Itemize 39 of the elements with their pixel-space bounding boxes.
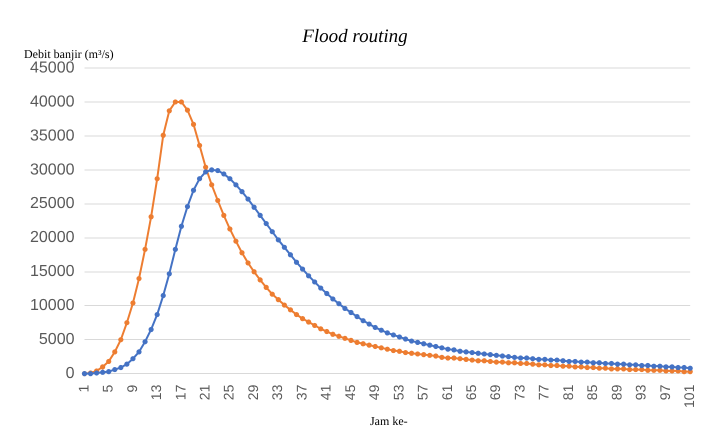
x-tick-label: 89 — [608, 384, 624, 400]
y-axis-title: Debit banjir (m³/s) — [24, 47, 114, 61]
y-tick-label: 45000 — [30, 59, 75, 76]
x-tick-label: 61 — [438, 384, 455, 400]
y-tick-label: 25000 — [30, 195, 75, 212]
x-tick-label: 17 — [172, 384, 188, 400]
x-tick-label: 93 — [632, 384, 649, 400]
y-tick-label: 5000 — [38, 331, 75, 348]
x-tick-label: 65 — [463, 384, 480, 400]
x-tick-label: 77 — [536, 384, 552, 400]
x-axis-title: Jam ke- — [370, 414, 408, 429]
x-tick-label: 97 — [656, 384, 673, 400]
y-tick-label: 40000 — [30, 93, 75, 110]
x-tick-label: 101 — [681, 384, 698, 408]
y-tick-label: 15000 — [30, 263, 75, 280]
y-tick-label: 35000 — [30, 127, 75, 144]
x-tick-label: 21 — [196, 384, 212, 400]
x-tick-label: 37 — [293, 384, 310, 400]
x-tick-label: 13 — [148, 384, 164, 400]
x-tick-label: 1 — [75, 384, 92, 392]
x-tick-label: 73 — [511, 384, 528, 400]
x-tick-label: 85 — [584, 384, 600, 400]
x-tick-label: 33 — [269, 384, 286, 400]
y-tick-label: 10000 — [30, 297, 75, 314]
x-tick-label: 25 — [220, 384, 237, 400]
y-tick-label: 20000 — [30, 229, 75, 246]
x-tick-label: 5 — [100, 384, 116, 392]
x-tick-label: 81 — [560, 384, 576, 400]
x-tick-label: 9 — [124, 384, 140, 392]
x-tick-label: 49 — [366, 384, 382, 400]
x-tick-label: 69 — [487, 384, 504, 400]
chart-title: Flood routing — [301, 26, 409, 48]
x-tick-label: 41 — [318, 384, 334, 400]
y-tick-label: 30000 — [30, 161, 75, 178]
y-tick-label: 0 — [66, 365, 75, 382]
x-tick-label: 53 — [390, 384, 406, 400]
x-tick-label: 45 — [342, 384, 358, 400]
x-tick-label: 29 — [244, 384, 261, 400]
x-tick-label: 57 — [414, 384, 431, 400]
